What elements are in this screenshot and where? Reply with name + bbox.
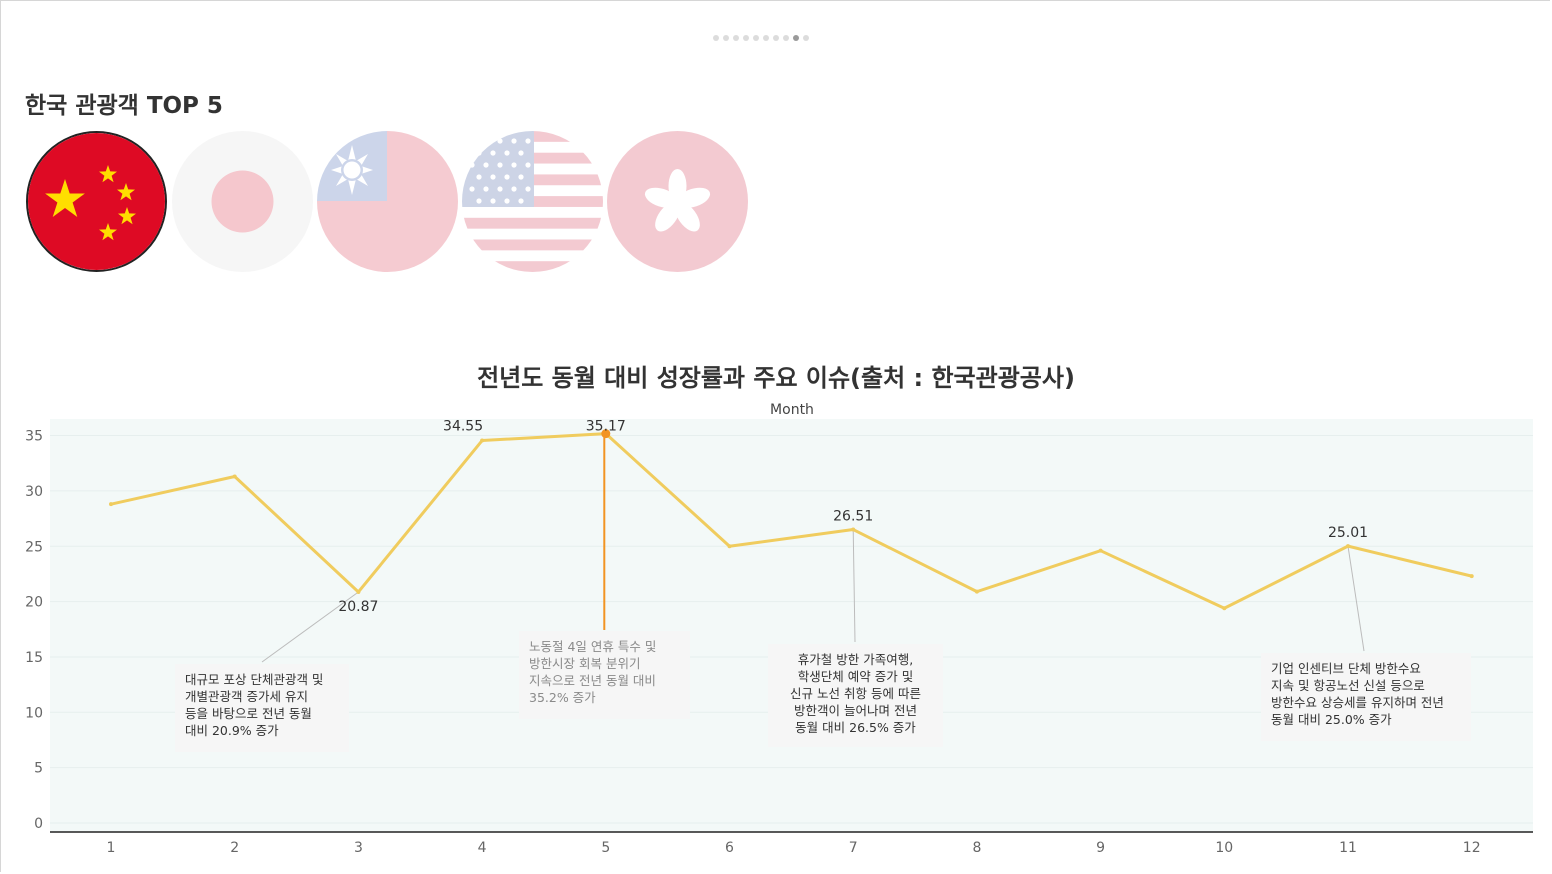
series-line: [110, 432, 1473, 610]
y-tick-label: 30: [25, 484, 43, 500]
x-tick-label: 7: [849, 840, 858, 856]
flag-hongkong[interactable]: [607, 131, 748, 272]
annotation-month-11: 기업 인센티브 단체 방한수요 지속 및 항공노선 신설 등으로 방한수요 상승…: [1261, 653, 1471, 741]
data-point-month-7: [851, 527, 856, 532]
x-tick-label: 2: [230, 840, 239, 856]
pager-dot-5[interactable]: [753, 35, 759, 41]
data-point-month-9: [1098, 548, 1103, 553]
y-tick-label: 15: [25, 650, 43, 666]
pager-dot-1[interactable]: [713, 35, 719, 41]
x-tick-label: 1: [107, 840, 116, 856]
data-point-month-2: [232, 474, 237, 479]
y-tick-label: 25: [25, 539, 43, 555]
x-tick-label: 8: [972, 840, 981, 856]
y-tick-label: 0: [34, 816, 43, 832]
plot-area: [50, 419, 1533, 832]
annotation-leader-7: [852, 529, 856, 643]
pager-dot-2[interactable]: [723, 35, 729, 41]
flag-taiwan[interactable]: [317, 131, 458, 272]
x-axis-title: Month: [770, 402, 814, 418]
story-pager: [713, 35, 809, 41]
x-tick-label: 12: [1463, 840, 1481, 856]
section-heading: 한국 관광객 TOP 5: [25, 93, 223, 119]
x-tick-label: 6: [725, 840, 734, 856]
pager-dot-7[interactable]: [773, 35, 779, 41]
y-tick-label: 10: [25, 705, 43, 721]
flag-china[interactable]: [26, 131, 167, 272]
data-label-month-7: 26.51: [833, 509, 873, 525]
data-point-month-6: [727, 544, 732, 549]
pager-dot-3[interactable]: [733, 35, 739, 41]
annotation-month-3: 대규모 포상 단체관광객 및 개별관광객 증가세 유지 등을 바탕으로 전년 동…: [175, 664, 349, 752]
annotation-leader-3: [261, 591, 359, 663]
data-point-month-12: [1469, 574, 1474, 579]
y-tick-label: 20: [25, 595, 43, 611]
data-label-month-4: 34.55: [443, 419, 483, 435]
annotation-leader-11: [1347, 546, 1365, 652]
data-label-month-5: 35.17: [586, 419, 626, 435]
pager-dot-6[interactable]: [763, 35, 769, 41]
x-tick-label: 9: [1096, 840, 1105, 856]
pager-dot-10[interactable]: [803, 35, 809, 41]
x-tick-label: 11: [1339, 840, 1357, 856]
data-label-month-3: 20.87: [338, 599, 378, 615]
pager-dot-8[interactable]: [783, 35, 789, 41]
data-point-month-10: [1222, 606, 1227, 611]
chart-title: 전년도 동월 대비 성장률과 주요 이슈(출처 : 한국관광공사): [477, 364, 1075, 392]
x-tick-label: 3: [354, 840, 363, 856]
x-tick-label: 10: [1215, 840, 1233, 856]
data-label-month-11: 25.01: [1328, 525, 1368, 541]
x-tick-label: 5: [601, 840, 610, 856]
annotation-month-5: 노동절 4일 연휴 특수 및 방한시장 회복 분위기 지속으로 전년 동월 대비…: [519, 631, 690, 719]
flag-japan[interactable]: [172, 131, 313, 272]
data-point-month-4: [480, 438, 485, 443]
data-point-month-11: [1346, 544, 1350, 549]
pager-dot-4[interactable]: [743, 35, 749, 41]
data-point-month-8: [974, 589, 979, 594]
highlight-point: [601, 429, 611, 439]
x-tick-label: 4: [478, 840, 487, 856]
pager-dot-9[interactable]: [793, 35, 799, 41]
data-point-month-1: [109, 502, 113, 507]
y-tick-label: 5: [34, 761, 43, 777]
y-tick-label: 35: [25, 429, 43, 445]
annotation-month-7: 휴가철 방한 가족여행, 학생단체 예약 증가 및 신규 노선 취항 등에 따른…: [768, 644, 943, 747]
flag-usa[interactable]: [462, 131, 603, 272]
data-point-month-3: [356, 589, 361, 594]
